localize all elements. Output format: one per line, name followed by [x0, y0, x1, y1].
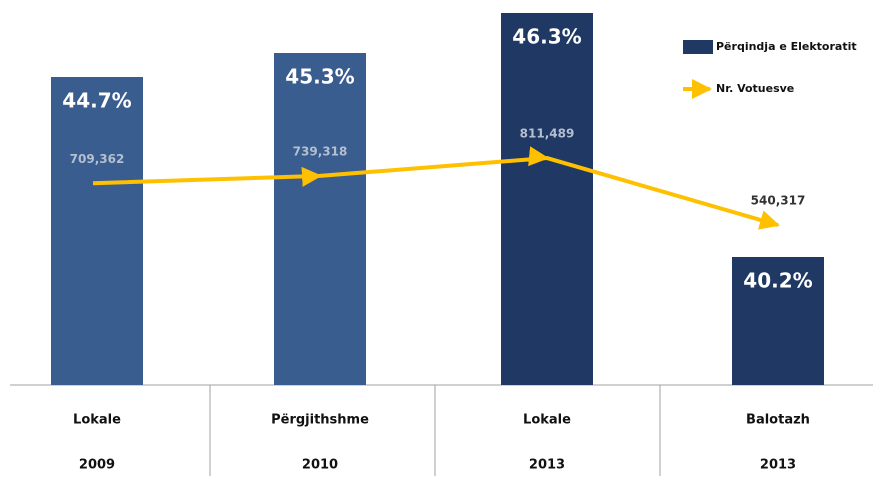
x-tick-label: 2010: [302, 458, 338, 473]
x-tick-label: 2013: [760, 458, 796, 473]
line-label: 739,318: [293, 144, 348, 158]
bar: [51, 77, 143, 385]
x-tick-label: 2013: [529, 458, 565, 473]
x-tick-label: Lokale: [73, 413, 121, 428]
bar-label: 40.2%: [743, 269, 812, 293]
bar-label: 44.7%: [62, 89, 131, 113]
line-label: 540,317: [751, 194, 806, 208]
bar-label: 46.3%: [512, 25, 581, 49]
x-tick-label: Lokale: [523, 413, 571, 428]
x-tick-label: 2009: [79, 458, 115, 473]
legend-label: Përqindja e Elektoratit: [716, 40, 857, 53]
bar: [501, 13, 593, 385]
legend-label: Nr. Votuesve: [716, 82, 794, 95]
x-tick-label: Balotazh: [746, 413, 810, 428]
x-tick-label: Përgjithshme: [271, 413, 369, 428]
line-label: 709,362: [70, 152, 125, 166]
line: [92, 146, 780, 230]
bar: [732, 257, 824, 385]
bar-label: 45.3%: [285, 65, 354, 89]
line-label: 811,489: [520, 127, 575, 141]
bar: [274, 53, 366, 385]
legend-swatch: [683, 40, 713, 54]
